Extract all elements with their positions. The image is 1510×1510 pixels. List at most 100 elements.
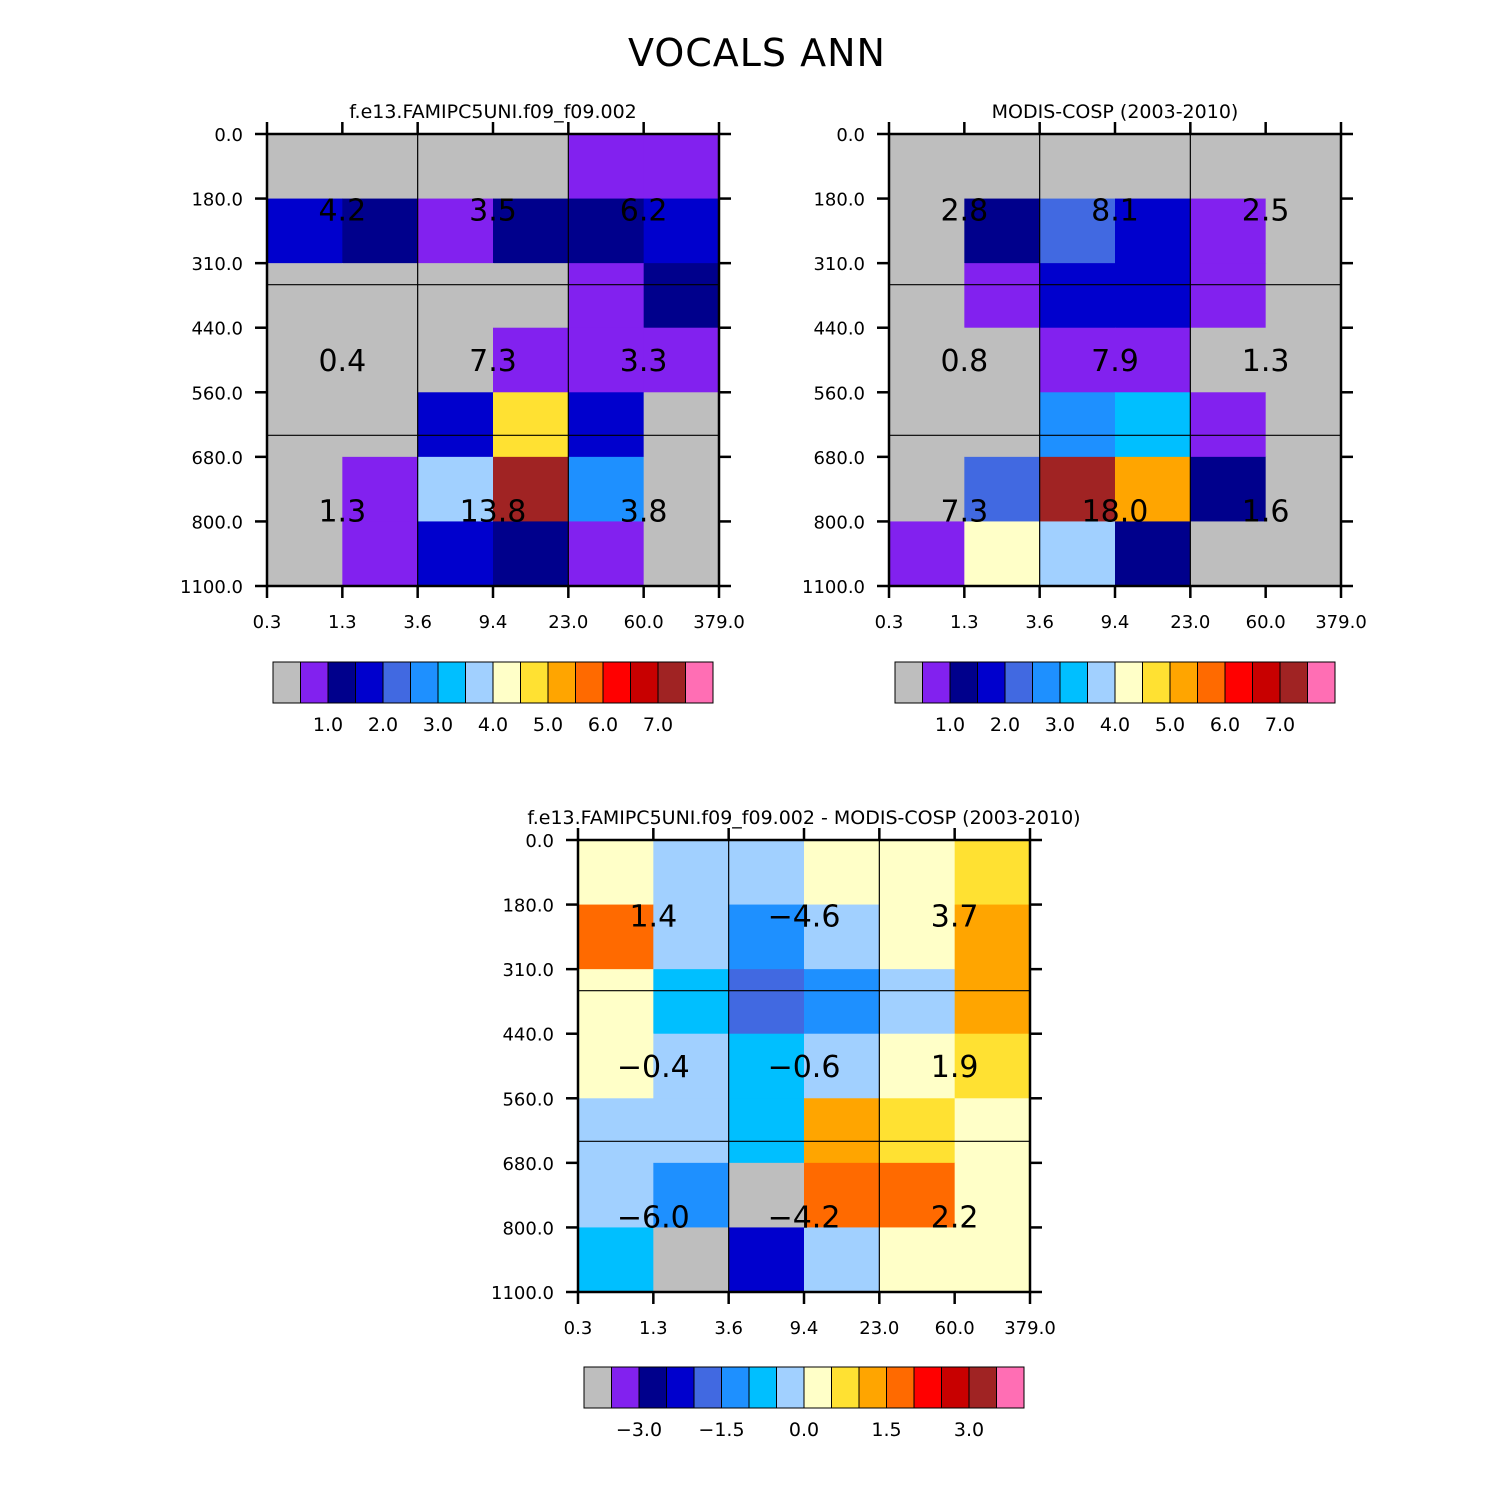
heatmap-cell <box>728 1033 805 1099</box>
group-value-label: 3.7 <box>931 899 979 934</box>
x-tick-label: 379.0 <box>1315 612 1367 633</box>
heatmap-cell <box>568 456 645 523</box>
colorbar-swatch <box>1279 661 1308 704</box>
colorbar-swatch <box>996 1366 1025 1409</box>
heatmap-cell <box>879 1162 956 1229</box>
colorbar-swatch <box>520 661 549 704</box>
heatmap-cell <box>493 521 569 587</box>
y-tick-label: 560.0 <box>502 1089 554 1110</box>
colorbar-swatch <box>977 661 1006 704</box>
heatmap-cell <box>1039 521 1116 587</box>
colorbar-swatch <box>547 661 576 704</box>
heatmap-cell <box>417 134 494 200</box>
heatmap-cell <box>267 392 343 458</box>
heatmap-cell <box>1115 134 1191 200</box>
colorbar-label: 7.0 <box>643 714 673 736</box>
heatmap-cell <box>578 1162 654 1229</box>
heatmap-cell <box>1039 392 1116 458</box>
heatmap-cell <box>804 969 880 1035</box>
heatmap-cell <box>804 840 880 906</box>
heatmap-cell <box>417 263 494 329</box>
heatmap-cell <box>964 327 1041 393</box>
panel-obs-heatmap: MODIS-COSP (2003-2010) 0.3 1.3 3.6 9.4 23.0 60… <box>802 101 1367 736</box>
group-value-label: −4.2 <box>768 1201 841 1236</box>
panel-model-heatmap: f.e13.FAMIPC5UNI.f09_f09.002 0.3 1.3 3.6 9.4… <box>180 101 745 736</box>
heatmap-cell <box>964 263 1041 329</box>
colorbar-swatch <box>949 661 978 704</box>
colorbar-label: 2.0 <box>990 714 1020 736</box>
heatmap-cell <box>1115 327 1191 393</box>
heatmap-cell <box>417 327 494 393</box>
colorbar-label: 3.0 <box>1045 714 1075 736</box>
x-tick-label: 23.0 <box>548 612 588 633</box>
colorbar-swatch <box>894 661 923 704</box>
heatmap-cell <box>889 327 965 393</box>
colorbar-swatch <box>492 661 521 704</box>
heatmap-cell <box>889 521 965 587</box>
heatmap-cell <box>954 1033 1031 1099</box>
colorbar-swatch <box>693 1366 722 1409</box>
colorbar-swatch <box>1142 661 1171 704</box>
colorbar-label: 4.0 <box>478 714 508 736</box>
x-tick-label: 23.0 <box>859 1318 899 1339</box>
y-tick-label: 440.0 <box>813 319 865 340</box>
heatmap-cell <box>653 904 730 970</box>
group-value-label: 18.0 <box>1082 495 1149 530</box>
colorbar-swatch <box>1059 661 1088 704</box>
heatmap-cell <box>1190 134 1267 200</box>
x-tick-label: 3.6 <box>1025 612 1054 633</box>
group-value-label: 3.8 <box>620 495 668 530</box>
group-value-label: 0.4 <box>318 344 366 379</box>
heatmap-cell <box>804 1033 880 1099</box>
colorbar-label: 0.0 <box>789 1419 819 1441</box>
heatmap-cell <box>653 1227 730 1293</box>
colorbar-swatch <box>803 1366 832 1409</box>
heatmap-cell <box>1039 263 1116 329</box>
colorbar-swatch <box>630 661 659 704</box>
group-value-label: 1.3 <box>318 495 366 530</box>
x-tick-label: 9.4 <box>479 612 508 633</box>
y-tick-label: 0.0 <box>214 125 243 146</box>
x-tick-label: 379.0 <box>1004 1318 1056 1339</box>
x-tick-label: 60.0 <box>935 1318 975 1339</box>
colorbar-swatch <box>886 1366 915 1409</box>
colorbar-swatch <box>410 661 439 704</box>
colorbar-swatch <box>1032 661 1061 704</box>
heatmap-cell <box>1265 263 1342 329</box>
heatmap-cell <box>964 521 1041 587</box>
colorbar-swatch <box>437 661 466 704</box>
heatmap-cell <box>493 263 569 329</box>
group-value-label: 7.9 <box>1091 344 1139 379</box>
colorbar-label: 7.0 <box>1265 714 1295 736</box>
x-tick-label: 23.0 <box>1170 612 1210 633</box>
heatmap-cell <box>568 198 645 264</box>
x-tick-label: 60.0 <box>1246 612 1286 633</box>
colorbar-swatch <box>1307 661 1336 704</box>
colorbar-label: −1.5 <box>698 1419 744 1441</box>
group-value-label: 2.2 <box>931 1201 979 1236</box>
heatmap-cell <box>954 904 1031 970</box>
colorbar-swatch <box>1252 661 1281 704</box>
group-value-label: 7.3 <box>940 495 988 530</box>
heatmap-cell <box>1115 198 1191 264</box>
heatmap-cell <box>1190 456 1267 523</box>
heatmap-cell <box>578 1227 654 1293</box>
colorbar-swatch <box>831 1366 860 1409</box>
heatmap-cell <box>1190 198 1267 264</box>
heatmap-cell <box>643 134 720 200</box>
colorbar-label: 3.0 <box>423 714 453 736</box>
colorbar-swatch <box>272 661 301 704</box>
y-tick-label: 0.0 <box>525 831 554 852</box>
y-tick-label: 800.0 <box>813 512 865 533</box>
x-tick-label: 0.3 <box>253 612 282 633</box>
heatmap-cell <box>267 198 343 264</box>
y-tick-label: 310.0 <box>813 254 865 275</box>
heatmap-cell <box>653 1162 730 1229</box>
heatmap-cell <box>1265 456 1342 523</box>
heatmap-cell <box>728 1227 805 1293</box>
heatmap-cell <box>728 904 805 970</box>
y-tick-label: 310.0 <box>502 960 554 981</box>
heatmap-cell <box>643 521 720 587</box>
colorbar-swatch <box>776 1366 805 1409</box>
y-tick-label: 1100.0 <box>180 577 243 598</box>
